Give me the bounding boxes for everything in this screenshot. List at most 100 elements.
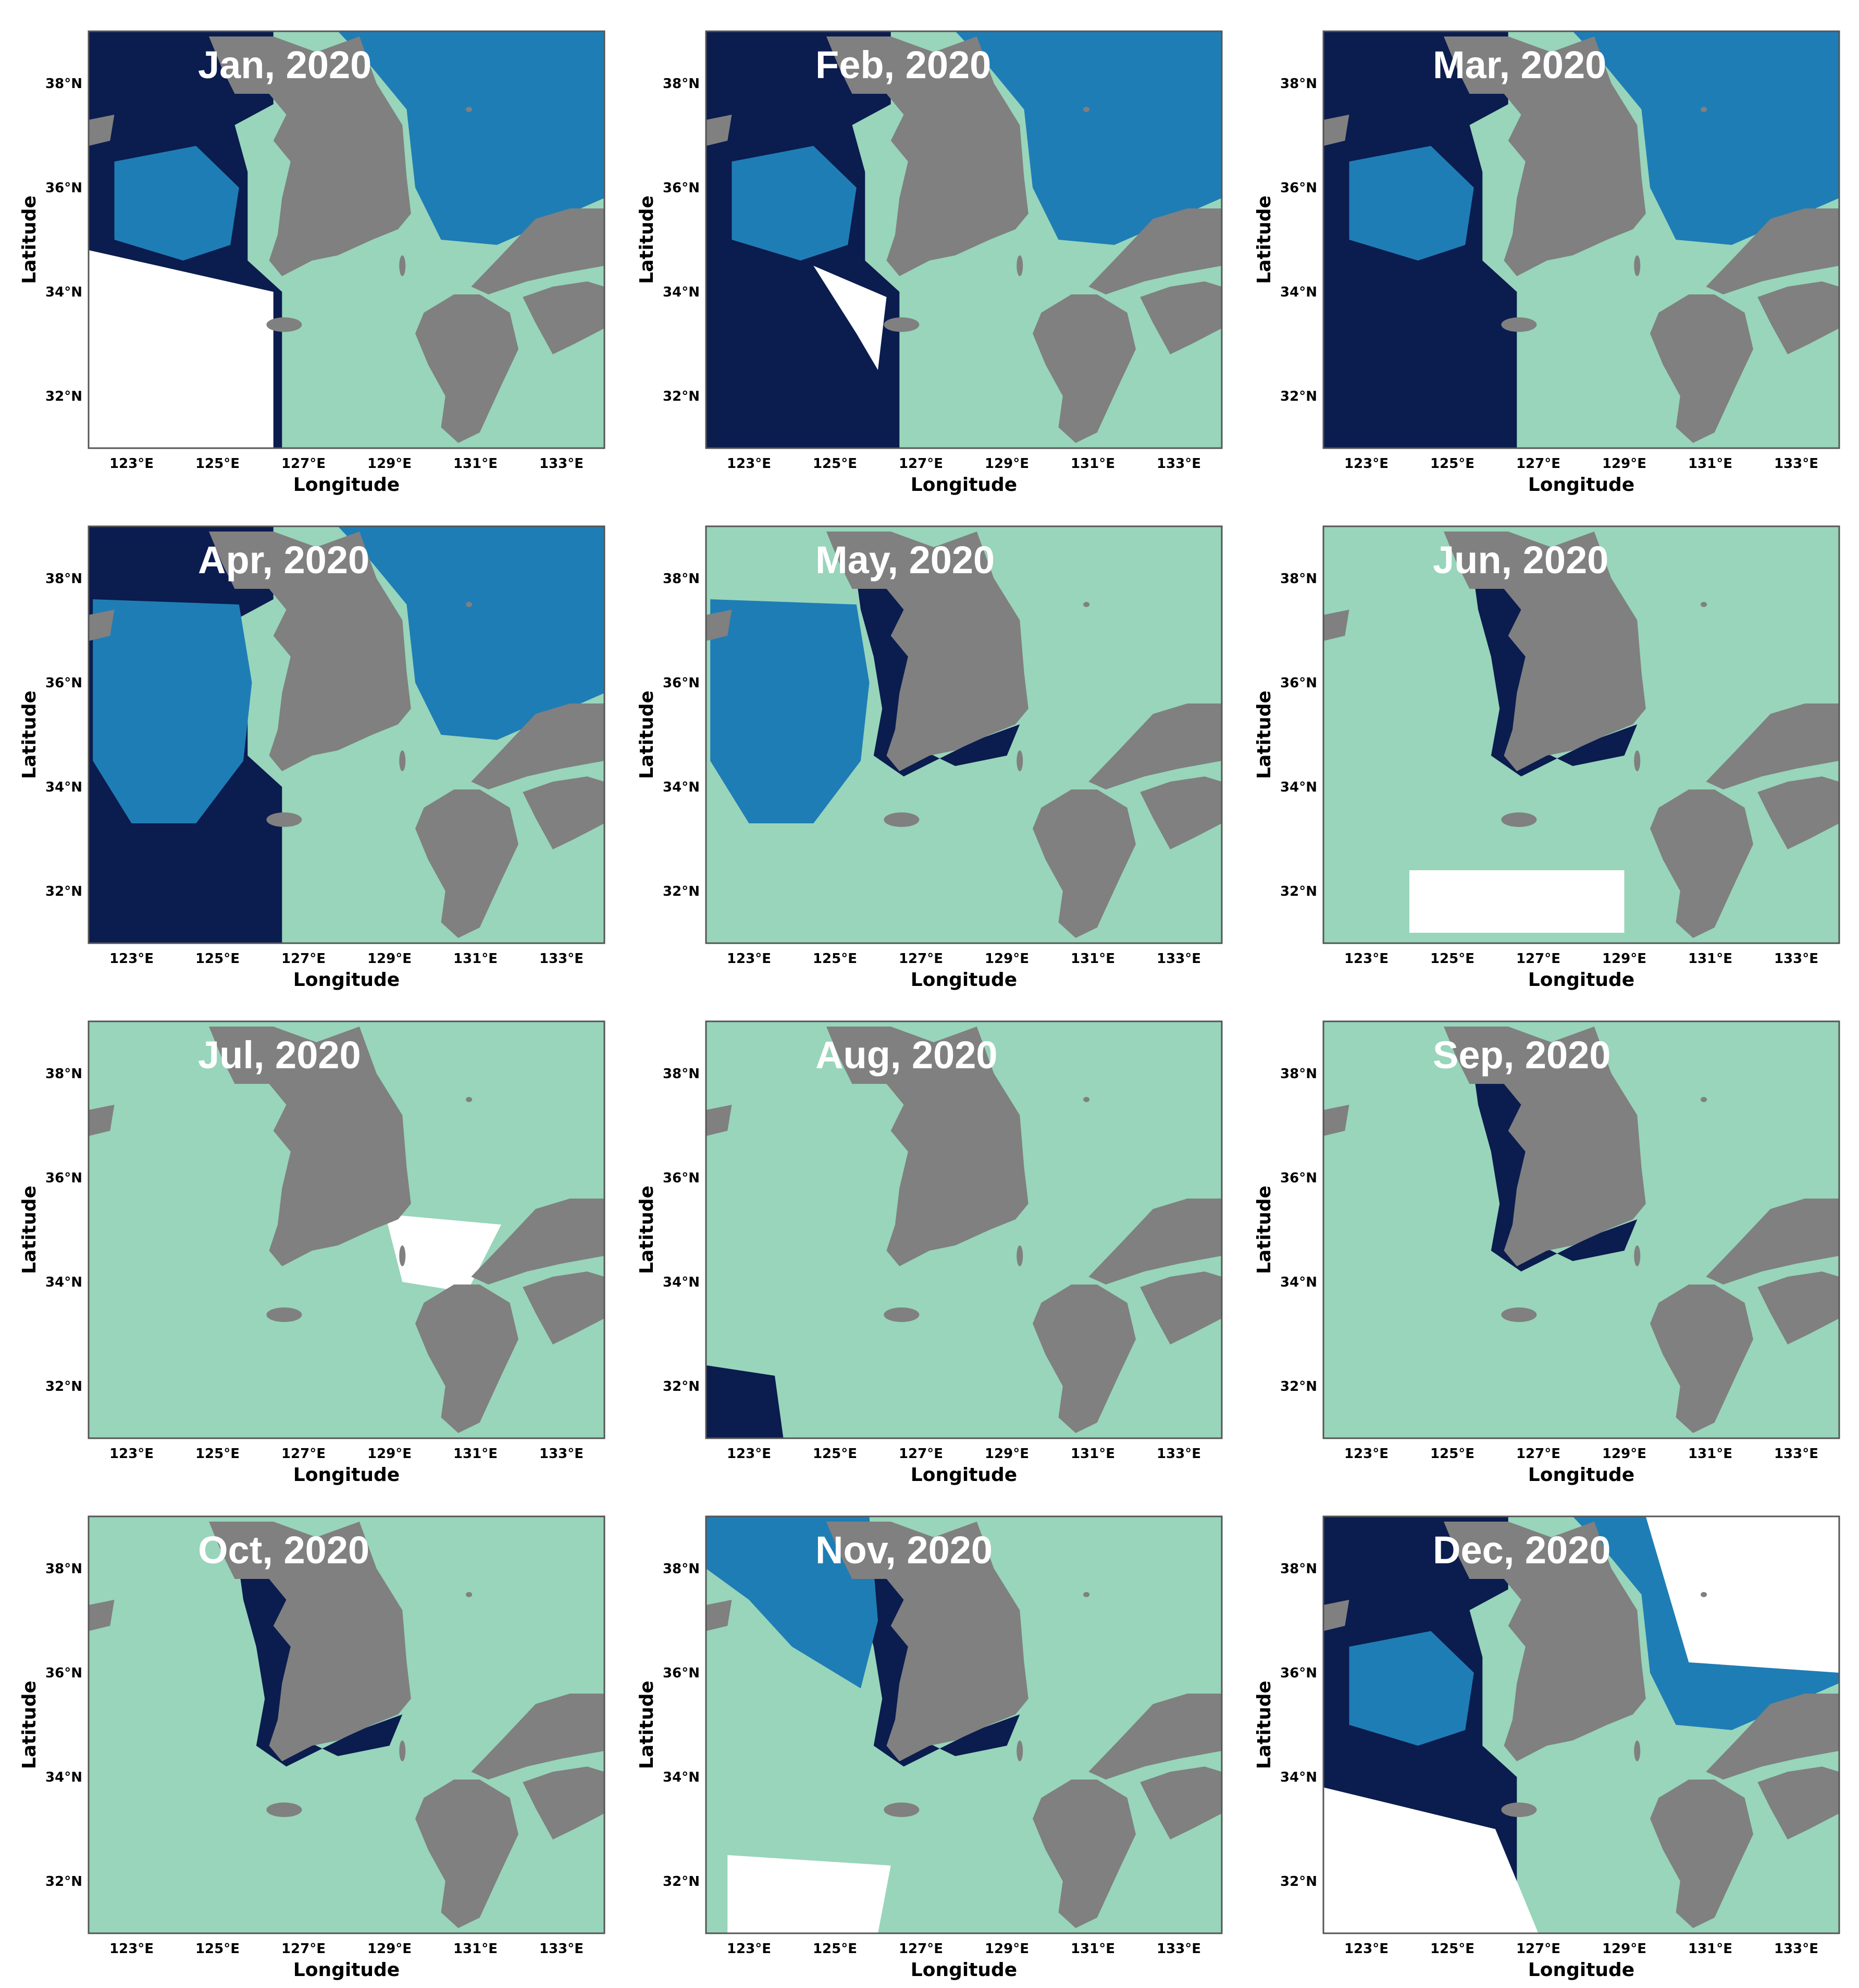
y-tick-label: 38°N: [1280, 1561, 1317, 1577]
x-tick-label: 133°E: [539, 1446, 584, 1462]
panel-title: Oct, 2020: [198, 1528, 369, 1572]
water-class-2-region: [1349, 146, 1474, 261]
x-tick-label: 123°E: [109, 456, 154, 472]
panel-title: Aug, 2020: [815, 1033, 998, 1077]
land-area: [1323, 610, 1349, 641]
y-tick-label: 32°N: [1280, 389, 1317, 404]
y-tick-label: 36°N: [663, 1170, 700, 1186]
jeju-island: [1501, 317, 1537, 332]
map-frame: [1322, 525, 1840, 944]
land-area: [1650, 294, 1753, 443]
y-axis-label: Latitude: [19, 195, 40, 284]
y-axis-label: Latitude: [636, 195, 658, 284]
x-tick-label: 123°E: [109, 1446, 154, 1462]
no-data-region: [813, 266, 887, 370]
x-tick-label: 125°E: [1430, 456, 1474, 472]
x-tick-label: 123°E: [727, 1446, 771, 1462]
x-tick-label: 129°E: [1602, 951, 1646, 967]
x-tick-label: 127°E: [281, 1941, 326, 1957]
water-class-1-region: [852, 547, 1020, 776]
map-frame: [1322, 30, 1840, 449]
x-tick-label: 133°E: [539, 1941, 584, 1957]
map-panel: 123°E 125°E 127°E 129°E 131°E 133°E 38°N 36°N 34…: [1235, 1485, 1840, 1981]
ulleung-island: [1083, 107, 1090, 112]
x-tick-label: 133°E: [1157, 951, 1201, 967]
y-tick-label: 38°N: [663, 1561, 700, 1577]
x-tick-label: 123°E: [1344, 951, 1389, 967]
land-area: [826, 1522, 1028, 1761]
panel-title: Nov, 2020: [815, 1528, 993, 1572]
land-area: [89, 610, 115, 641]
land-area: [1706, 703, 1839, 789]
water-class-2-region: [338, 526, 604, 740]
water-class-2-region: [1349, 1631, 1474, 1746]
no-data-region: [1323, 1787, 1539, 1933]
land-area: [471, 208, 604, 294]
tsushima-island: [1017, 1740, 1023, 1761]
x-tick-label: 133°E: [1774, 951, 1818, 967]
y-tick-label: 34°N: [1280, 780, 1317, 795]
x-axis-label: Longitude: [911, 474, 1017, 496]
x-tick-label: 125°E: [813, 456, 857, 472]
land-area: [471, 1694, 604, 1780]
y-axis-label: Latitude: [636, 690, 658, 779]
no-data-region: [727, 1855, 891, 1933]
land-area: [1088, 1199, 1222, 1285]
y-tick-label: 38°N: [663, 76, 700, 92]
land-area: [89, 1600, 115, 1631]
x-axis-label: Longitude: [1528, 1464, 1634, 1486]
y-axis-label: Latitude: [19, 690, 40, 779]
y-tick-label: 34°N: [45, 1770, 82, 1785]
land-area: [1088, 703, 1222, 789]
land-area: [826, 36, 1028, 276]
map-panel: 123°E 125°E 127°E 129°E 131°E 133°E 38°N 36°N 34…: [617, 495, 1223, 991]
panel-title: Dec, 2020: [1433, 1528, 1611, 1572]
y-tick-label: 38°N: [1280, 1066, 1317, 1082]
x-tick-label: 127°E: [899, 951, 943, 967]
land-area: [1706, 1199, 1839, 1285]
land-area: [89, 115, 115, 146]
x-tick-label: 123°E: [1344, 456, 1389, 472]
x-tick-label: 129°E: [367, 1941, 412, 1957]
land-area: [1650, 1285, 1753, 1433]
x-tick-label: 129°E: [1602, 456, 1646, 472]
x-tick-label: 125°E: [813, 1941, 857, 1957]
x-tick-label: 129°E: [985, 1446, 1029, 1462]
y-tick-label: 32°N: [663, 1874, 700, 1890]
x-tick-label: 123°E: [727, 456, 771, 472]
y-tick-label: 32°N: [45, 884, 82, 899]
water-class-2-region: [732, 146, 857, 261]
ulleung-island: [1083, 602, 1090, 607]
land-area: [209, 36, 411, 276]
land-area: [1757, 1271, 1839, 1344]
land-area: [1140, 1767, 1222, 1839]
map-frame: [88, 30, 605, 449]
land-area: [1140, 776, 1222, 849]
x-axis-label: Longitude: [293, 1464, 400, 1486]
water-class-2-region: [338, 31, 604, 245]
x-tick-label: 125°E: [1430, 1446, 1474, 1462]
map-svg: 123°E 125°E 127°E 129°E 131°E 133°E 38°N 36°N 34…: [1254, 1515, 1840, 1981]
map-svg: 123°E 125°E 127°E 129°E 131°E 133°E 38°N 36°N 34…: [636, 525, 1223, 991]
panel-title: Feb, 2020: [815, 43, 991, 87]
y-axis-label: Latitude: [1254, 690, 1275, 779]
x-tick-label: 125°E: [1430, 951, 1474, 967]
land-area: [1650, 1780, 1753, 1928]
y-tick-label: 36°N: [45, 675, 82, 691]
ulleung-island: [466, 1592, 473, 1597]
land-area: [415, 789, 518, 938]
ulleung-island: [1701, 107, 1707, 112]
x-tick-label: 131°E: [1071, 1446, 1115, 1462]
land-area: [706, 610, 732, 641]
land-area: [209, 1027, 411, 1266]
x-tick-label: 133°E: [1157, 1446, 1201, 1462]
y-tick-label: 36°N: [45, 1665, 82, 1681]
tsushima-island: [399, 750, 406, 771]
y-tick-label: 36°N: [45, 1170, 82, 1186]
land-area: [1140, 1271, 1222, 1344]
map-panel: 123°E 125°E 127°E 129°E 131°E 133°E 38°N 36°N 34…: [0, 495, 605, 991]
x-tick-label: 123°E: [1344, 1446, 1389, 1462]
no-data-region: [1409, 870, 1625, 933]
x-tick-label: 127°E: [281, 1446, 326, 1462]
ulleung-island: [466, 602, 473, 607]
